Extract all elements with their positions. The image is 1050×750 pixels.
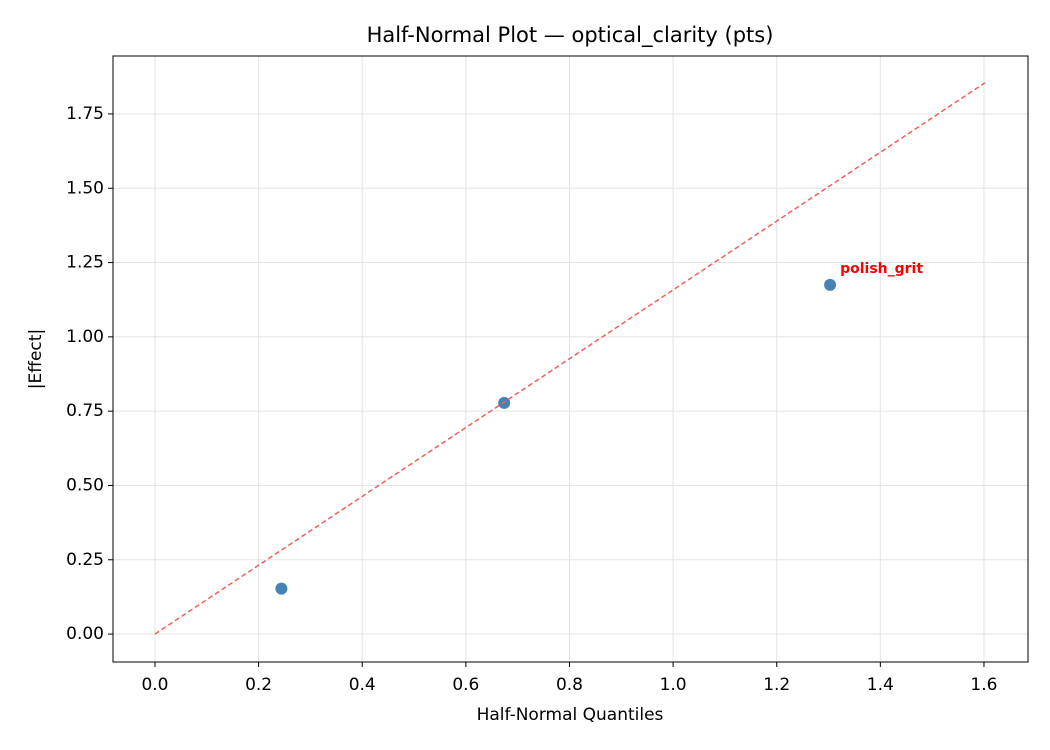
y-tick-label: 1.25 bbox=[66, 253, 104, 273]
y-tick-label: 0.75 bbox=[66, 401, 104, 421]
reference-line bbox=[154, 82, 986, 635]
y-tick-label: 0.25 bbox=[66, 550, 104, 570]
y-tick-label: 1.00 bbox=[66, 327, 104, 347]
y-tick-label: 1.50 bbox=[66, 178, 104, 198]
plot-frame bbox=[112, 55, 1029, 663]
x-tick-label: 0.4 bbox=[349, 675, 376, 695]
x-tick-label: 0.0 bbox=[141, 675, 168, 695]
x-tick-label: 0.6 bbox=[452, 675, 479, 695]
x-tick-label: 0.8 bbox=[556, 675, 583, 695]
y-tick-label: 0.00 bbox=[66, 624, 104, 644]
point bbox=[275, 582, 288, 595]
y-tick-label: 1.75 bbox=[66, 104, 104, 124]
x-axis-label: Half-Normal Quantiles bbox=[477, 705, 664, 725]
chart-title: Half-Normal Plot — optical_clarity (pts) bbox=[367, 23, 774, 48]
x-tick-label: 1.6 bbox=[970, 675, 997, 695]
x-tick-label: 1.0 bbox=[660, 675, 687, 695]
x-tick-label: 0.2 bbox=[245, 675, 272, 695]
x-tick-label: 1.2 bbox=[763, 675, 790, 695]
y-axis-label: |Effect| bbox=[26, 329, 46, 389]
annotation: polish_grit bbox=[840, 261, 923, 277]
y-tick-label: 0.50 bbox=[66, 475, 104, 495]
point bbox=[824, 278, 837, 291]
x-tick-label: 1.4 bbox=[867, 675, 894, 695]
